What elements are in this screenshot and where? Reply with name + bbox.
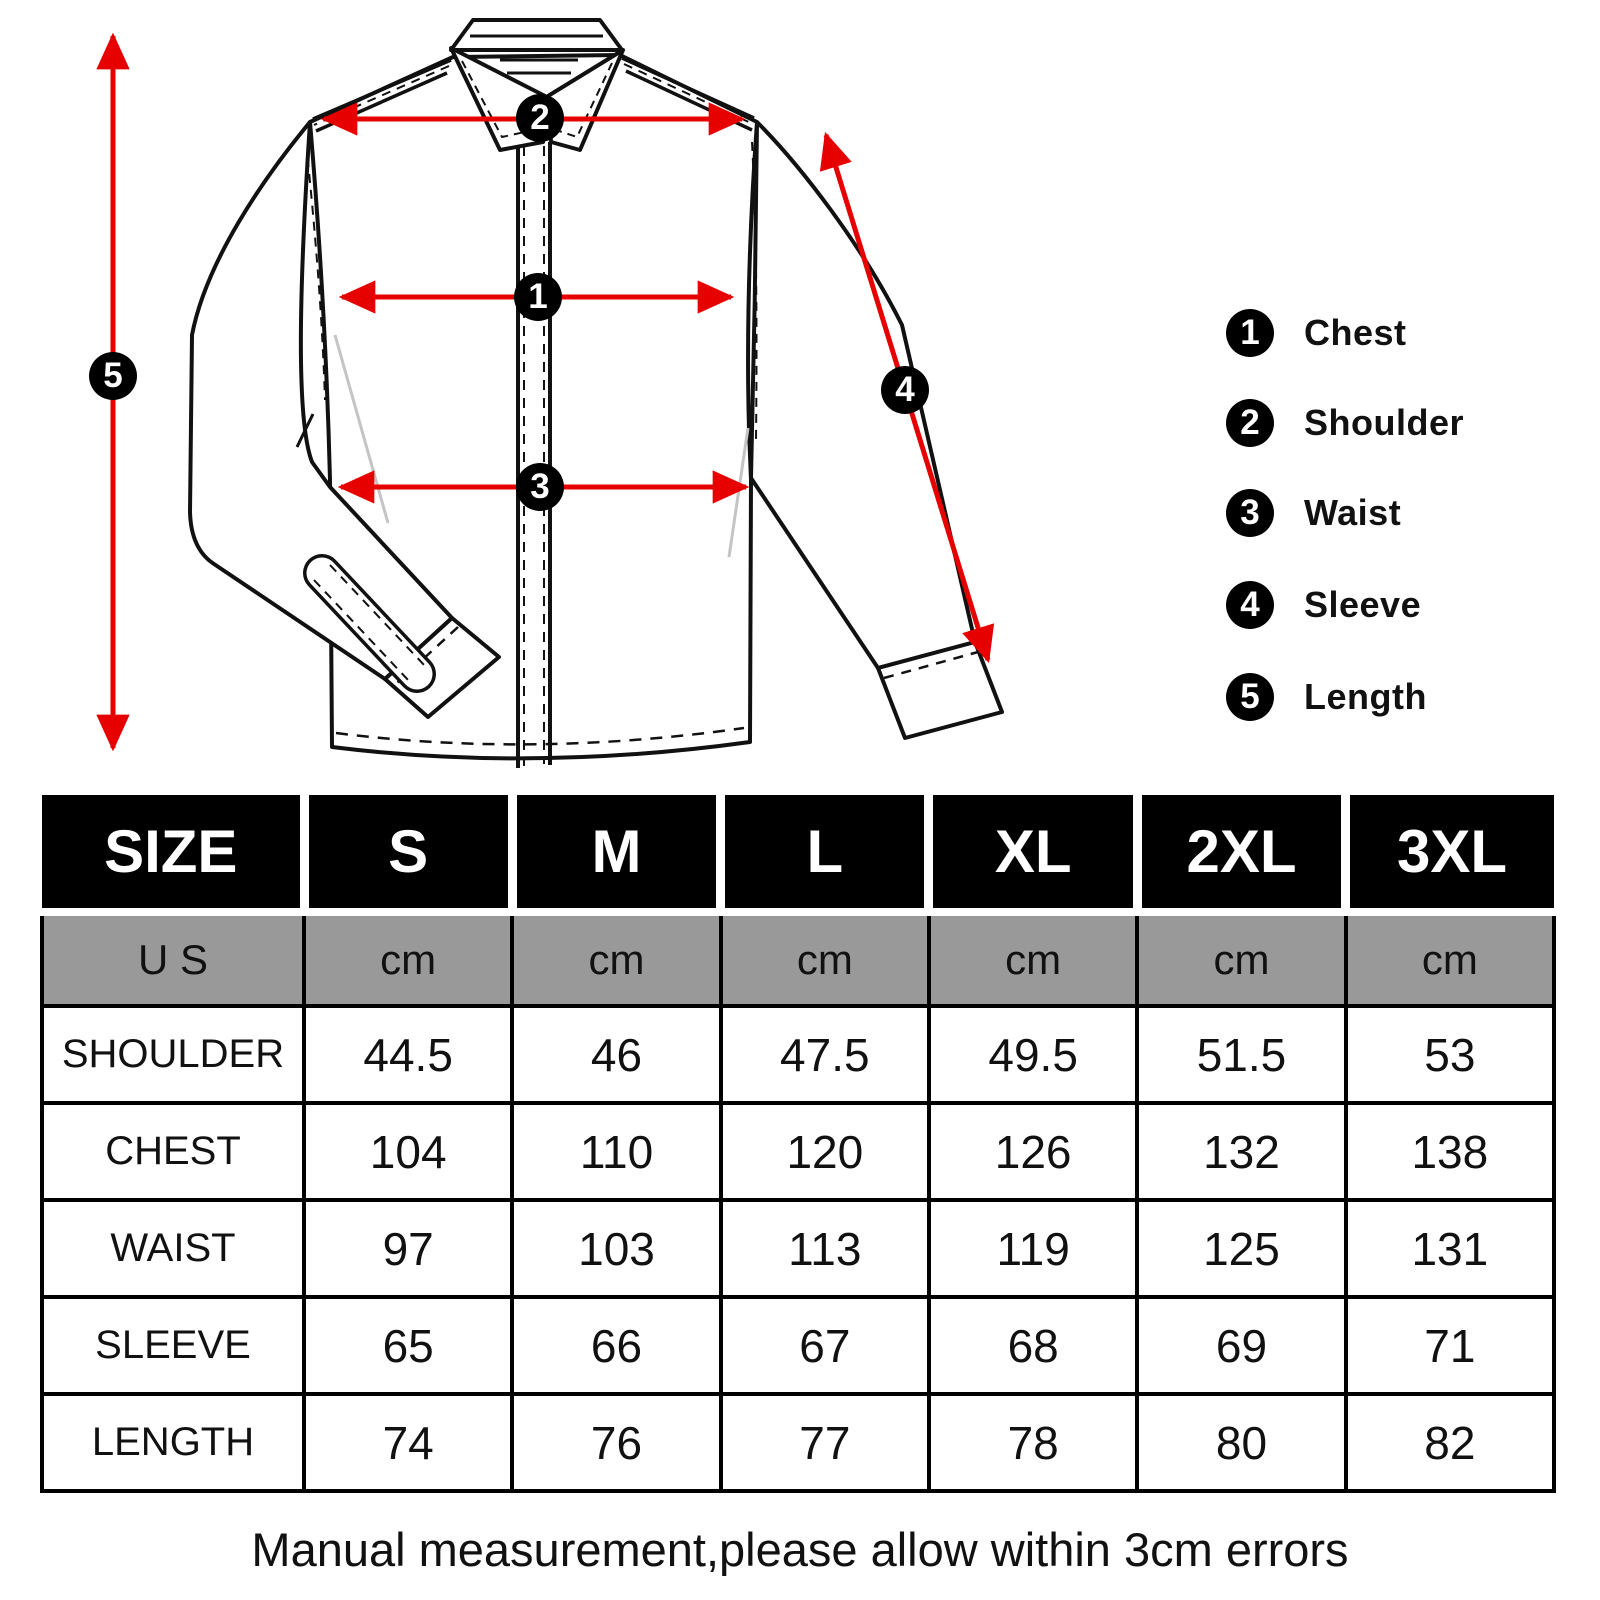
unit-cell: cm bbox=[1135, 910, 1348, 1008]
cell-waist-2xl: 125 bbox=[1135, 1198, 1348, 1299]
length-marker-badge: 5 bbox=[89, 352, 137, 400]
cell-sleeve-3xl: 71 bbox=[1343, 1295, 1557, 1396]
unit-cell: cm bbox=[926, 910, 1140, 1008]
legend-item-length: 5 Length bbox=[1226, 673, 1427, 721]
cell-sleeve-m: 66 bbox=[510, 1295, 723, 1396]
unit-cell: cm bbox=[1343, 910, 1557, 1008]
row-label-shoulder: SHOULDER bbox=[40, 1004, 306, 1105]
cell-waist-l: 113 bbox=[718, 1198, 931, 1299]
cell-chest-s: 104 bbox=[301, 1101, 515, 1202]
cell-shoulder-s: 44.5 bbox=[301, 1004, 515, 1105]
shirt-diagram bbox=[96, 18, 1004, 768]
cell-sleeve-xl: 68 bbox=[926, 1295, 1140, 1396]
row-label-sleeve: SLEEVE bbox=[40, 1295, 306, 1396]
cell-shoulder-3xl: 53 bbox=[1343, 1004, 1557, 1105]
header-cell-size: SIZE bbox=[42, 795, 309, 916]
shirt-body bbox=[305, 53, 759, 768]
header-cell-xl: XL bbox=[924, 795, 1142, 916]
cell-waist-3xl: 131 bbox=[1343, 1198, 1557, 1299]
cell-shoulder-2xl: 51.5 bbox=[1135, 1004, 1348, 1105]
header-cell-s: S bbox=[299, 795, 517, 916]
header-cell-m: M bbox=[507, 795, 726, 916]
legend-item-sleeve: 4 Sleeve bbox=[1226, 581, 1421, 629]
table-row-waist: WAIST 97 103 113 119 125 131 bbox=[40, 1198, 1557, 1299]
row-label-length: LENGTH bbox=[40, 1392, 306, 1493]
size-table-header-row: SIZE S M L XL 2XL 3XL bbox=[42, 795, 1554, 916]
unit-cell: cm bbox=[510, 910, 723, 1008]
cell-length-2xl: 80 bbox=[1135, 1392, 1348, 1493]
table-row-sleeve: SLEEVE 65 66 67 68 69 71 bbox=[40, 1295, 1557, 1396]
legend-label-chest: Chest bbox=[1304, 312, 1407, 353]
shoulder-marker-badge: 2 bbox=[516, 94, 564, 142]
size-table: SIZE S M L XL 2XL 3XL U S cm cm cm cm cm… bbox=[40, 795, 1557, 1493]
legend-label-sleeve: Sleeve bbox=[1304, 584, 1422, 625]
legend-label-shoulder: Shoulder bbox=[1304, 402, 1465, 443]
header-cell-2xl: 2XL bbox=[1132, 795, 1351, 916]
cell-chest-l: 120 bbox=[718, 1101, 931, 1202]
cell-length-m: 76 bbox=[510, 1392, 723, 1493]
legend-badge-2: 2 bbox=[1226, 399, 1274, 447]
legend-badge-4: 4 bbox=[1226, 581, 1274, 629]
waist-marker-badge: 3 bbox=[516, 463, 564, 511]
measurement-disclaimer: Manual measurement,please allow within 3… bbox=[251, 1523, 1349, 1576]
cell-length-l: 77 bbox=[718, 1392, 931, 1493]
chest-marker-badge: 1 bbox=[514, 273, 562, 321]
table-row-length: LENGTH 74 76 77 78 80 82 bbox=[40, 1392, 1557, 1493]
cell-length-xl: 78 bbox=[926, 1392, 1140, 1493]
header-cell-l: L bbox=[716, 795, 934, 916]
right-sleeve bbox=[749, 120, 1004, 740]
header-cell-3xl: 3XL bbox=[1341, 795, 1554, 916]
legend-badge-5: 5 bbox=[1226, 673, 1274, 721]
legend-badge-3: 3 bbox=[1226, 489, 1274, 537]
cell-shoulder-xl: 49.5 bbox=[926, 1004, 1140, 1105]
cell-sleeve-l: 67 bbox=[718, 1295, 931, 1396]
table-row-chest: CHEST 104 110 120 126 132 138 bbox=[40, 1101, 1557, 1202]
cell-chest-xl: 126 bbox=[926, 1101, 1140, 1202]
legend-item-chest: 1 Chest bbox=[1226, 309, 1407, 357]
sleeve-marker-badge: 4 bbox=[881, 366, 929, 414]
cell-waist-s: 97 bbox=[301, 1198, 515, 1299]
legend-item-waist: 3 Waist bbox=[1226, 489, 1401, 537]
legend-item-shoulder: 2 Shoulder bbox=[1226, 399, 1464, 447]
cell-length-3xl: 82 bbox=[1343, 1392, 1557, 1493]
cell-shoulder-m: 46 bbox=[510, 1004, 723, 1105]
cell-waist-xl: 119 bbox=[926, 1198, 1140, 1299]
row-label-waist: WAIST bbox=[40, 1198, 306, 1299]
unit-cell: U S bbox=[40, 910, 306, 1008]
cell-shoulder-l: 47.5 bbox=[718, 1004, 931, 1105]
legend-badge-1: 1 bbox=[1226, 309, 1274, 357]
legend-label-length: Length bbox=[1304, 676, 1427, 717]
cell-chest-m: 110 bbox=[510, 1101, 723, 1202]
cell-sleeve-2xl: 69 bbox=[1135, 1295, 1348, 1396]
cell-sleeve-s: 65 bbox=[301, 1295, 515, 1396]
table-row-shoulder: SHOULDER 44.5 46 47.5 49.5 51.5 53 bbox=[40, 1004, 1557, 1105]
cell-length-s: 74 bbox=[301, 1392, 515, 1493]
row-label-chest: CHEST bbox=[40, 1101, 306, 1202]
cell-waist-m: 103 bbox=[510, 1198, 723, 1299]
left-sleeve bbox=[188, 120, 501, 719]
legend-label-waist: Waist bbox=[1304, 492, 1402, 533]
unit-row: U S cm cm cm cm cm cm bbox=[40, 910, 1557, 1008]
unit-cell: cm bbox=[301, 910, 515, 1008]
cell-chest-2xl: 132 bbox=[1135, 1101, 1348, 1202]
unit-cell: cm bbox=[718, 910, 931, 1008]
cell-chest-3xl: 138 bbox=[1343, 1101, 1557, 1202]
